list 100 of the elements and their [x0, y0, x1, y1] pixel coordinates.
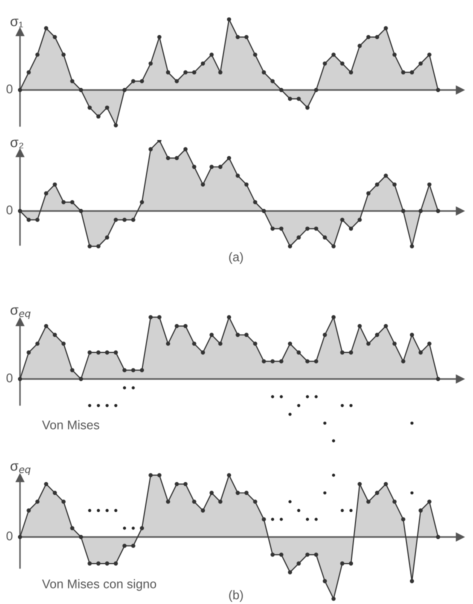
point — [244, 490, 249, 495]
y-axis-title: σ₁ — [10, 18, 23, 28]
text: 0 — [6, 374, 12, 382]
point — [314, 88, 318, 92]
point — [418, 61, 423, 66]
point — [236, 490, 240, 495]
point — [279, 226, 284, 231]
point — [122, 544, 127, 548]
point — [70, 79, 74, 84]
point — [279, 88, 284, 92]
point — [210, 52, 214, 57]
point — [210, 490, 214, 495]
point — [192, 500, 196, 504]
point — [323, 491, 326, 494]
point — [218, 164, 222, 169]
point — [35, 52, 40, 57]
point — [96, 244, 100, 248]
point — [322, 235, 327, 240]
point — [253, 200, 258, 204]
point — [210, 164, 214, 169]
point — [200, 182, 205, 187]
point — [340, 218, 344, 222]
point — [366, 342, 370, 346]
point — [348, 226, 354, 231]
point — [244, 332, 249, 337]
point — [18, 376, 22, 382]
point — [166, 70, 170, 74]
point — [157, 473, 162, 478]
point — [340, 561, 344, 566]
point — [244, 34, 249, 40]
point — [375, 34, 380, 40]
point — [140, 79, 144, 84]
point — [96, 350, 100, 355]
text: 0 — [6, 84, 12, 94]
point — [88, 561, 92, 566]
point — [418, 508, 423, 513]
point — [297, 508, 300, 512]
point — [61, 52, 66, 57]
point — [349, 508, 353, 512]
point — [157, 34, 162, 40]
point — [271, 518, 274, 521]
point — [183, 70, 188, 74]
point — [236, 34, 240, 40]
point — [88, 508, 92, 512]
point — [44, 482, 48, 486]
point — [131, 368, 136, 372]
point — [26, 218, 31, 222]
point — [122, 526, 126, 530]
point — [174, 482, 179, 486]
point — [306, 518, 309, 521]
point — [174, 324, 179, 328]
point — [296, 96, 301, 101]
point — [140, 368, 144, 372]
point — [52, 182, 57, 187]
point — [78, 534, 84, 540]
point — [296, 350, 301, 355]
point — [148, 61, 153, 66]
point — [192, 164, 196, 169]
point — [183, 324, 188, 328]
point — [314, 552, 318, 557]
point — [105, 561, 110, 566]
point — [96, 404, 100, 408]
point — [332, 439, 336, 442]
point — [210, 332, 214, 337]
point — [183, 147, 188, 152]
point — [157, 315, 162, 320]
point — [384, 26, 388, 30]
point — [131, 79, 136, 84]
point — [70, 368, 74, 372]
point — [288, 570, 292, 574]
point — [148, 473, 153, 478]
point — [296, 561, 301, 566]
point — [392, 342, 397, 346]
y-axis-title: σ$_{eq}$ — [10, 307, 30, 319]
point — [226, 315, 232, 320]
point — [296, 235, 301, 240]
point — [358, 482, 362, 486]
point — [166, 342, 170, 346]
point — [410, 579, 414, 584]
point — [132, 386, 135, 390]
y-axis-title: σ$_{eq}$ — [10, 463, 30, 475]
point — [114, 561, 118, 566]
point — [26, 70, 31, 74]
point — [384, 174, 388, 178]
point — [392, 52, 397, 57]
point — [427, 500, 432, 504]
point — [122, 88, 127, 92]
point — [332, 474, 336, 477]
point — [271, 395, 274, 398]
point — [288, 342, 292, 346]
point — [44, 26, 48, 30]
point — [358, 44, 362, 48]
point — [88, 106, 92, 110]
point — [306, 395, 309, 398]
point — [88, 404, 92, 408]
point — [44, 324, 48, 328]
point — [348, 350, 354, 355]
point — [418, 208, 423, 214]
point — [70, 526, 74, 530]
point — [401, 70, 406, 74]
